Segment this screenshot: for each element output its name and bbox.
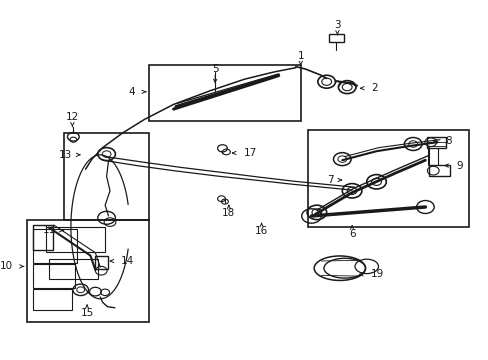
Text: 9: 9 — [455, 161, 462, 171]
Text: 15: 15 — [80, 308, 94, 318]
Text: 11: 11 — [43, 225, 56, 235]
Text: 18: 18 — [222, 208, 235, 219]
Bar — [27, 220, 149, 322]
Text: 12: 12 — [65, 112, 79, 122]
Bar — [33, 264, 75, 288]
Text: 4: 4 — [128, 87, 135, 97]
Text: 7: 7 — [326, 175, 333, 185]
Bar — [46, 227, 105, 252]
Bar — [95, 256, 107, 269]
Bar — [149, 65, 300, 121]
Text: 10: 10 — [0, 261, 13, 271]
Bar — [49, 259, 98, 279]
Text: 17: 17 — [243, 148, 256, 158]
Bar — [63, 133, 149, 220]
Text: 2: 2 — [371, 83, 378, 93]
Text: 5: 5 — [211, 64, 218, 74]
Bar — [328, 34, 344, 42]
Text: 16: 16 — [254, 226, 268, 237]
Bar — [428, 165, 449, 176]
Text: 14: 14 — [121, 256, 134, 266]
Text: 3: 3 — [333, 20, 340, 30]
Bar — [307, 130, 468, 227]
Text: 8: 8 — [444, 136, 451, 146]
Text: 19: 19 — [370, 269, 383, 279]
Text: 6: 6 — [348, 229, 355, 239]
Bar — [33, 289, 72, 310]
Text: 1: 1 — [297, 51, 304, 61]
Bar — [33, 229, 77, 263]
Text: 13: 13 — [59, 150, 72, 160]
Bar — [426, 137, 446, 148]
